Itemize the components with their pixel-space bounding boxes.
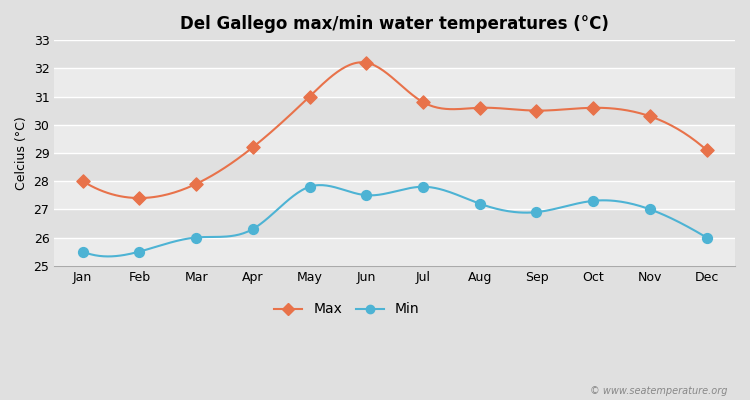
Min bbox=[530, 209, 542, 215]
Bar bbox=[54, 96, 735, 125]
Max bbox=[247, 144, 259, 150]
Max bbox=[587, 104, 599, 111]
Min bbox=[417, 184, 429, 190]
Max bbox=[530, 108, 542, 114]
Legend: Max, Min: Max, Min bbox=[268, 297, 425, 322]
Max bbox=[76, 178, 88, 184]
Bar bbox=[54, 238, 735, 266]
Bar bbox=[54, 153, 735, 181]
Max bbox=[134, 195, 146, 201]
Max bbox=[360, 60, 372, 66]
Min bbox=[134, 248, 146, 255]
Max bbox=[417, 99, 429, 105]
Bar bbox=[54, 40, 735, 68]
Bar bbox=[54, 209, 735, 238]
Max bbox=[474, 104, 486, 111]
Bar bbox=[54, 68, 735, 96]
Max bbox=[304, 93, 316, 100]
Y-axis label: Celcius (°C): Celcius (°C) bbox=[15, 116, 28, 190]
Min bbox=[76, 248, 88, 255]
Bar bbox=[54, 125, 735, 153]
Title: Del Gallego max/min water temperatures (°C): Del Gallego max/min water temperatures (… bbox=[180, 15, 609, 33]
Min bbox=[360, 192, 372, 198]
Bar bbox=[54, 181, 735, 209]
Min bbox=[247, 226, 259, 232]
Min bbox=[644, 206, 656, 212]
Min bbox=[304, 184, 316, 190]
Max bbox=[190, 181, 202, 187]
Min bbox=[700, 234, 712, 241]
Text: © www.seatemperature.org: © www.seatemperature.org bbox=[590, 386, 728, 396]
Min bbox=[587, 198, 599, 204]
Min bbox=[190, 234, 202, 241]
Max bbox=[644, 113, 656, 120]
Max bbox=[700, 147, 712, 153]
Min bbox=[474, 200, 486, 207]
